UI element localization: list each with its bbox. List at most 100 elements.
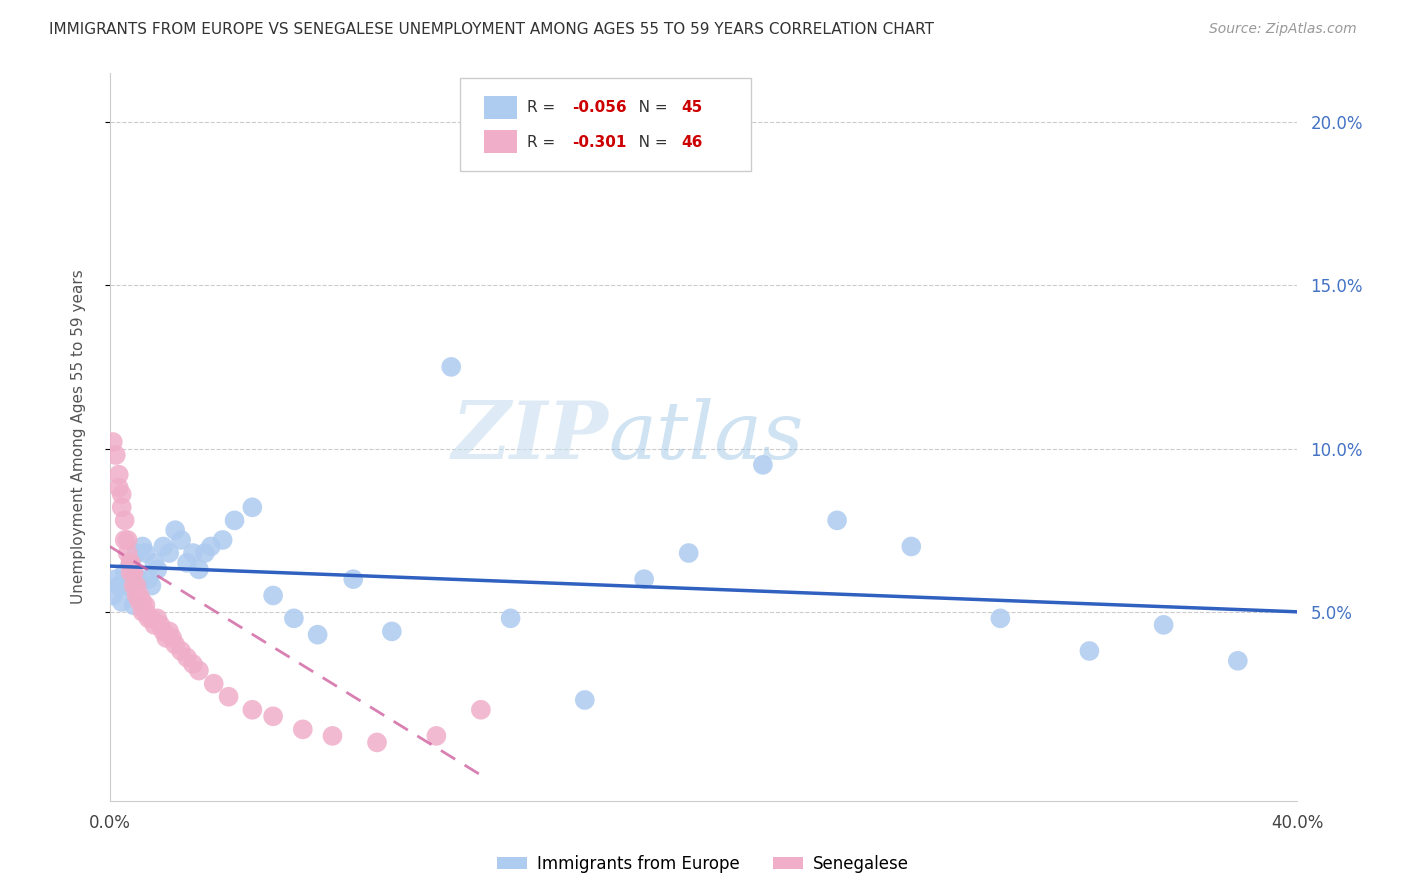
Point [114, 566, 136, 580]
Point [825, 513, 848, 527]
Point [141, 579, 163, 593]
Point [307, 628, 329, 642]
Text: -0.301: -0.301 [572, 135, 626, 150]
Point [678, 546, 700, 560]
Point [342, 572, 364, 586]
Point [120, 556, 142, 570]
Point [141, 611, 163, 625]
Point [181, 546, 204, 560]
Point [122, 579, 145, 593]
Point [224, 513, 246, 527]
Point [283, 611, 305, 625]
Point [146, 611, 169, 625]
Point [211, 533, 233, 547]
Point [1226, 654, 1249, 668]
Point [114, 513, 136, 527]
Point [128, 595, 150, 609]
Point [134, 605, 156, 619]
Point [143, 618, 166, 632]
Point [134, 546, 156, 560]
Point [120, 556, 142, 570]
Point [988, 611, 1011, 625]
Point [194, 546, 217, 560]
Point [240, 500, 263, 515]
Legend: Immigrants from Europe, Senegalese: Immigrants from Europe, Senegalese [491, 848, 915, 880]
Point [262, 589, 284, 603]
Point [117, 546, 139, 560]
Text: R =: R = [527, 100, 560, 115]
Text: 46: 46 [681, 135, 703, 150]
Point [170, 644, 193, 658]
Point [125, 579, 148, 593]
Point [107, 467, 129, 482]
Point [291, 723, 314, 737]
Point [240, 703, 263, 717]
Point [152, 540, 174, 554]
Text: atlas: atlas [609, 399, 804, 475]
Point [143, 556, 166, 570]
Text: IMMIGRANTS FROM EUROPE VS SENEGALESE UNEMPLOYMENT AMONG AGES 55 TO 59 YEARS CORR: IMMIGRANTS FROM EUROPE VS SENEGALESE UNE… [49, 22, 934, 37]
Point [138, 572, 160, 586]
Point [574, 693, 596, 707]
Point [187, 664, 209, 678]
Point [900, 540, 922, 554]
Point [131, 540, 153, 554]
Point [165, 637, 187, 651]
Point [321, 729, 343, 743]
Point [131, 595, 153, 609]
Point [107, 579, 129, 593]
Point [128, 572, 150, 586]
Point [117, 579, 139, 593]
Y-axis label: Unemployment Among Ages 55 to 59 years: Unemployment Among Ages 55 to 59 years [72, 269, 86, 605]
Point [157, 624, 180, 639]
Point [111, 487, 134, 501]
Point [155, 631, 177, 645]
Point [170, 533, 193, 547]
Point [131, 605, 153, 619]
Point [107, 481, 129, 495]
Point [262, 709, 284, 723]
Point [440, 359, 463, 374]
Point [120, 566, 142, 580]
Point [104, 448, 127, 462]
Point [128, 589, 150, 603]
Text: ZIP: ZIP [451, 399, 609, 475]
Point [101, 589, 124, 603]
Point [111, 500, 134, 515]
Point [176, 650, 198, 665]
Point [218, 690, 240, 704]
Point [425, 729, 447, 743]
Text: N =: N = [624, 135, 672, 150]
Point [101, 435, 124, 450]
Point [149, 618, 172, 632]
Point [752, 458, 775, 472]
Point [633, 572, 655, 586]
Bar [484, 129, 517, 153]
Point [125, 589, 148, 603]
Point [366, 735, 388, 749]
Point [202, 676, 225, 690]
Text: Source: ZipAtlas.com: Source: ZipAtlas.com [1209, 22, 1357, 37]
Point [1078, 644, 1101, 658]
FancyBboxPatch shape [460, 78, 751, 171]
Point [176, 556, 198, 570]
Point [122, 566, 145, 580]
Point [125, 546, 148, 560]
Point [138, 611, 160, 625]
Point [114, 533, 136, 547]
Text: N =: N = [624, 100, 672, 115]
Bar [484, 95, 517, 119]
Point [122, 599, 145, 613]
Point [1153, 618, 1175, 632]
Point [470, 703, 492, 717]
Point [200, 540, 222, 554]
Point [165, 523, 187, 537]
Point [117, 533, 139, 547]
Point [160, 631, 183, 645]
Point [187, 562, 209, 576]
Text: 45: 45 [681, 100, 702, 115]
Point [111, 595, 134, 609]
Point [146, 562, 169, 576]
Point [104, 572, 127, 586]
Point [134, 599, 156, 613]
